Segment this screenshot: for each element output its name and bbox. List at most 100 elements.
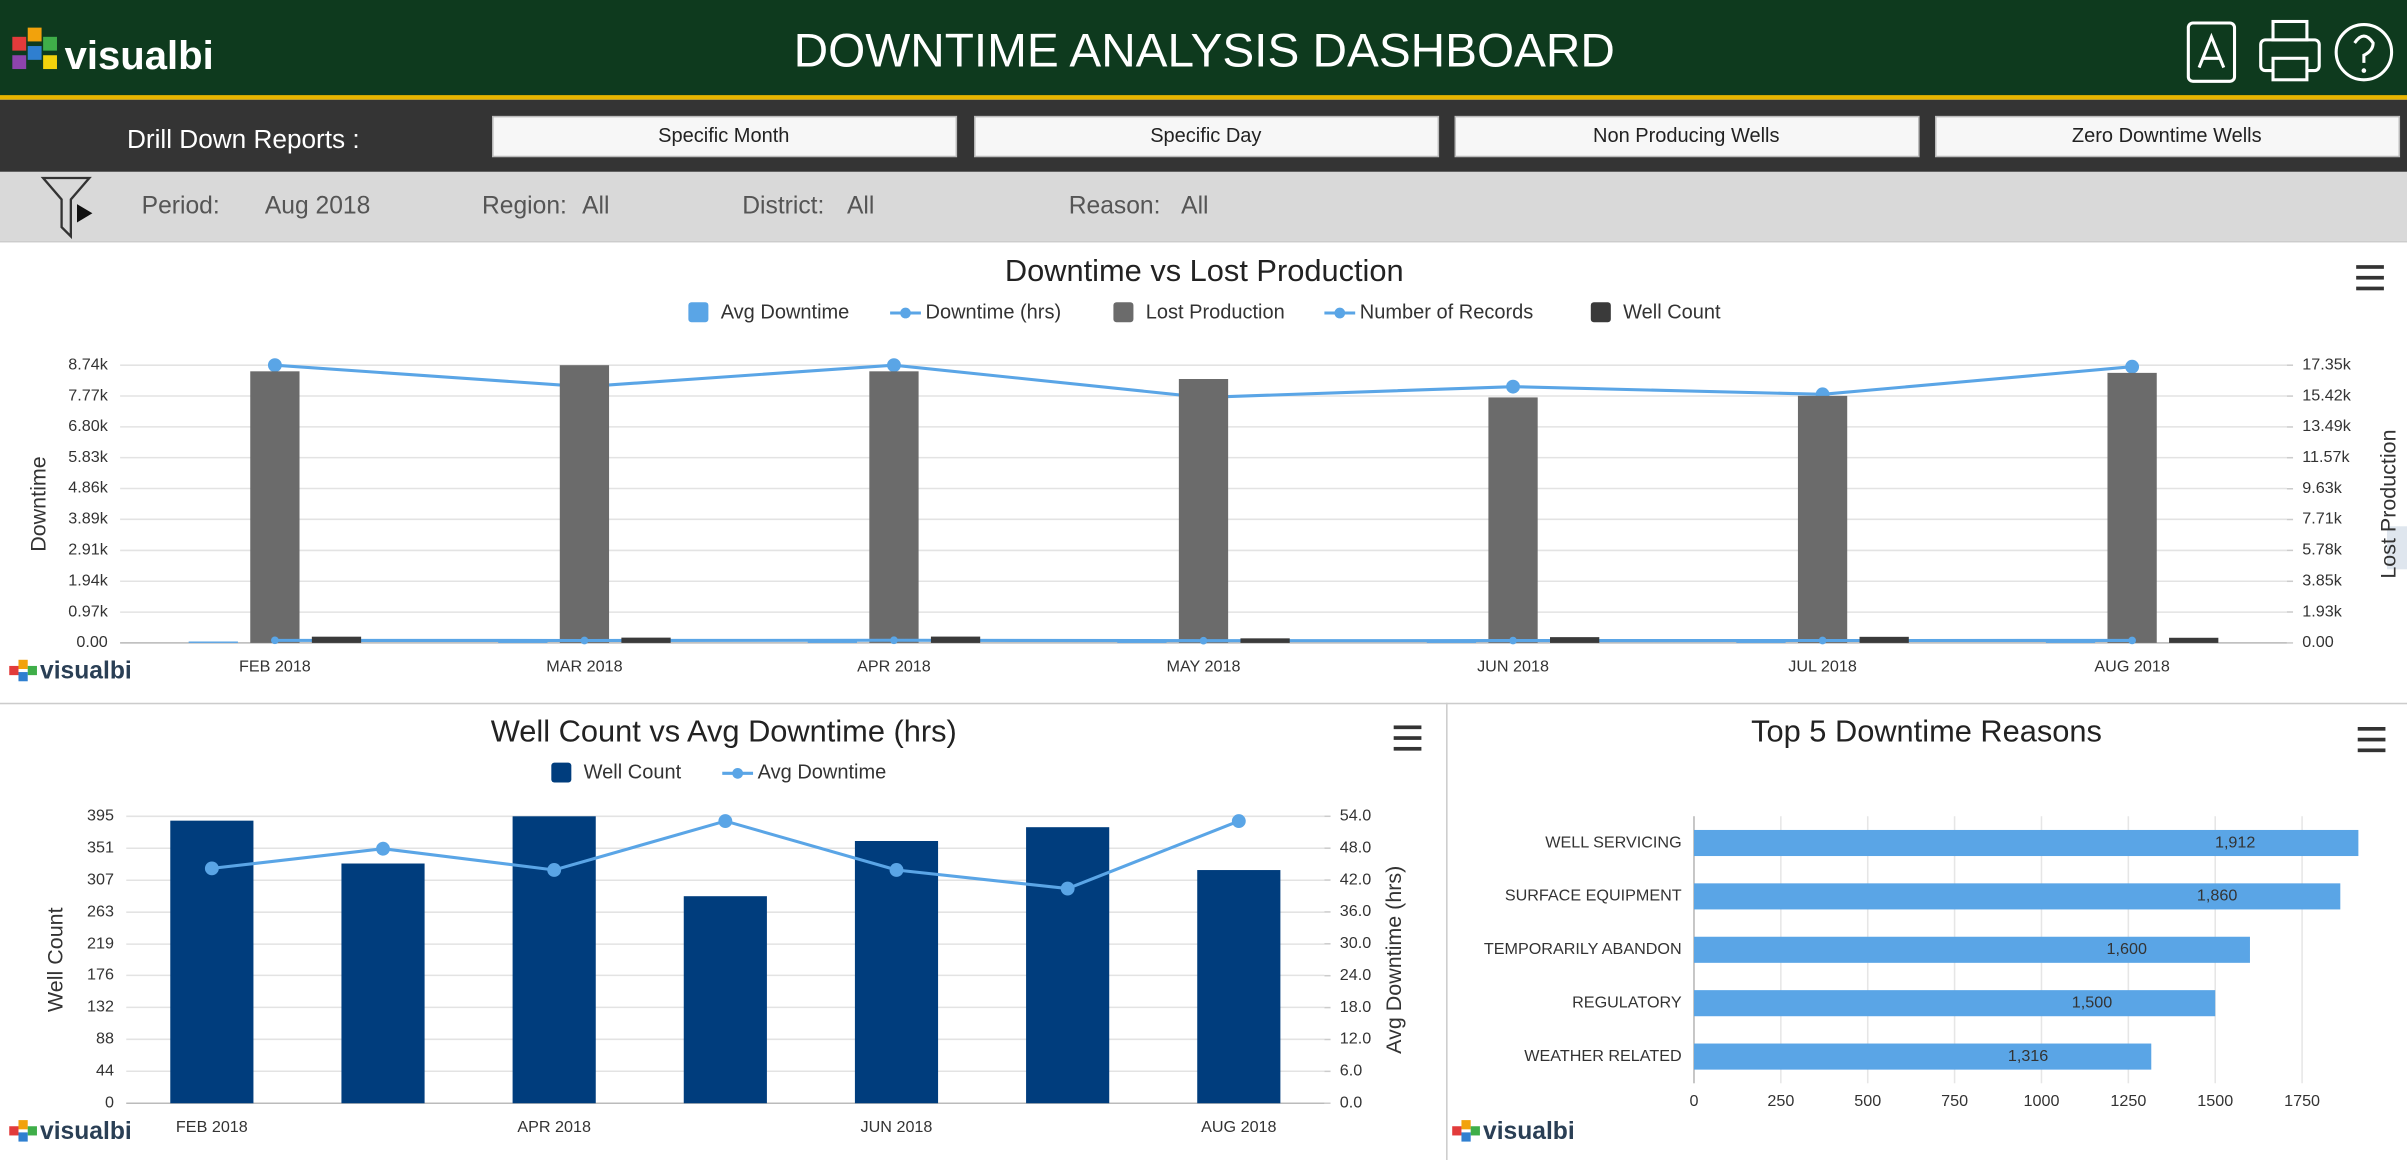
- cube: [27, 1126, 37, 1136]
- x-tick-label: 0: [1689, 1092, 1698, 1110]
- cube: [18, 1132, 28, 1142]
- divider: [0, 702, 2407, 705]
- filter-label: Reason:: [1069, 193, 1161, 220]
- menu-bar: [2357, 737, 2386, 742]
- legend-swatch: [1590, 302, 1611, 323]
- menu-bar: [2357, 726, 2386, 731]
- chart-title: Well Count vs Avg Downtime (hrs): [491, 714, 957, 749]
- filter-icon[interactable]: [40, 176, 93, 240]
- y2-tick-label: 6.0: [1340, 1062, 1362, 1080]
- y-tick-label: 176: [87, 966, 114, 984]
- x-tick-label: FEB 2018: [239, 658, 311, 676]
- data-label: 1,500: [2072, 993, 2112, 1011]
- line-marker: [1506, 379, 1520, 394]
- bar: [250, 371, 300, 643]
- y-tick-label: 0.00: [76, 633, 107, 651]
- legend-label[interactable]: Downtime (hrs): [926, 301, 1062, 323]
- y2-tick-label: 0.00: [2302, 633, 2333, 651]
- drill-button[interactable]: [492, 115, 958, 158]
- line-marker: [718, 814, 733, 828]
- y2-tick-label: 30.0: [1340, 934, 1371, 952]
- menu-bar: [1393, 736, 1422, 740]
- bar: [559, 365, 610, 643]
- chart-title: Downtime vs Lost Production: [1005, 253, 1404, 288]
- y2-tick-label: 12.0: [1340, 1030, 1371, 1048]
- watermark: visualbi: [9, 658, 132, 685]
- header-bar: [0, 0, 2407, 99]
- bar: [512, 816, 596, 1104]
- cube: [9, 665, 19, 676]
- chart-menu[interactable]: [2356, 265, 2384, 291]
- y-tick-label: 263: [87, 902, 114, 920]
- y2-tick-label: 7.71k: [2302, 510, 2342, 528]
- y-tick-label: 3.89k: [68, 510, 108, 528]
- divider: [0, 240, 2407, 243]
- line-marker: [267, 358, 282, 373]
- line-marker: [1060, 881, 1075, 896]
- watermark: visualbi: [9, 1118, 132, 1145]
- x-tick-label: MAR 2018: [546, 658, 622, 676]
- line-marker: [271, 636, 279, 645]
- logo-cube: [12, 27, 57, 70]
- print-icon[interactable]: [2259, 19, 2321, 82]
- legend-label[interactable]: Number of Records: [1360, 301, 1533, 323]
- header-border: [0, 95, 2407, 100]
- menu-bar: [1393, 746, 1422, 751]
- y2-tick-label: 9.63k: [2302, 479, 2342, 497]
- filter-value: All: [847, 193, 874, 220]
- x-tick-label: 1000: [2024, 1092, 2060, 1110]
- line-marker: [376, 841, 390, 856]
- x-tick-label: AUG 2018: [1201, 1118, 1276, 1136]
- bar: [1859, 636, 1909, 643]
- y-tick-label: 8.74k: [68, 355, 108, 373]
- legend-label[interactable]: Lost Production: [1146, 301, 1285, 323]
- data-label: 1,860: [2197, 887, 2237, 905]
- legend-label[interactable]: Avg Downtime: [758, 762, 887, 784]
- bar: [1197, 870, 1281, 1104]
- line-marker: [1231, 814, 1246, 828]
- bar: [1797, 395, 1848, 643]
- bar: [1693, 936, 2250, 963]
- y2-tick-label: 13.49k: [2302, 417, 2351, 435]
- drill-button[interactable]: [1934, 115, 2401, 158]
- pdf-icon[interactable]: [2186, 21, 2237, 83]
- y2-axis-title: Lost Production: [2377, 429, 2401, 578]
- legend-label[interactable]: Well Count: [1623, 301, 1721, 323]
- x-tick-label: 1750: [2284, 1092, 2320, 1110]
- legend-label[interactable]: Well Count: [584, 762, 682, 784]
- line-marker: [580, 636, 589, 645]
- drill-button-label: Specific Day: [1150, 125, 1261, 147]
- y2-tick-label: 5.78k: [2302, 541, 2342, 559]
- legend-marker: [1334, 307, 1346, 319]
- bar: [2107, 372, 2157, 643]
- help-icon[interactable]: [2334, 23, 2394, 82]
- data-label: 1,912: [2215, 833, 2255, 851]
- x-tick-label: 250: [1767, 1092, 1794, 1110]
- side-tab[interactable]: [2386, 526, 2407, 570]
- watermark-logo: visualbi: [1483, 1118, 1575, 1145]
- line-marker: [1199, 636, 1208, 645]
- y-tick-label: 351: [87, 839, 114, 857]
- x-tick-label: APR 2018: [517, 1118, 591, 1136]
- bar: [807, 641, 858, 643]
- y-tick-label: 219: [87, 934, 114, 952]
- drill-button[interactable]: [1454, 115, 1920, 158]
- chart-title: Top 5 Downtime Reasons: [1751, 714, 2102, 749]
- y2-tick-label: 24.0: [1340, 966, 1371, 984]
- chart-menu[interactable]: [1393, 725, 1422, 751]
- y-tick-label: 7.77k: [68, 386, 108, 404]
- drill-button[interactable]: [974, 115, 1440, 158]
- menu-bar: [2357, 748, 2386, 753]
- filter-label: Period:: [142, 193, 220, 220]
- line-marker: [204, 861, 219, 876]
- y2-tick-label: 54.0: [1340, 807, 1371, 825]
- bar: [683, 896, 767, 1104]
- filter-value: All: [1181, 193, 1208, 220]
- legend-label[interactable]: Avg Downtime: [721, 301, 850, 323]
- drill-button-label: Non Producing Wells: [1593, 125, 1779, 147]
- y2-tick-label: 0.0: [1340, 1094, 1362, 1112]
- legend-swatch: [551, 762, 572, 783]
- chart-menu[interactable]: [2357, 726, 2386, 753]
